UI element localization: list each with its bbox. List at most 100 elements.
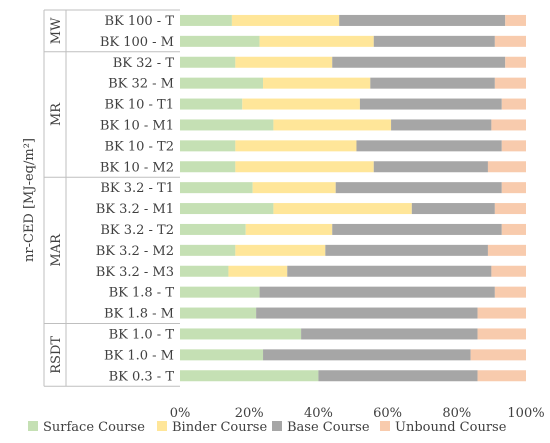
legend-swatch — [28, 421, 38, 431]
category-label: BK 10 - T2 — [104, 139, 174, 154]
bar-segment — [477, 370, 526, 382]
bar-segment — [411, 203, 495, 215]
bar-segment — [235, 244, 326, 256]
bar-segment — [391, 119, 492, 131]
bar-segment — [180, 223, 246, 235]
category-label: BK 100 - T — [104, 14, 174, 29]
category-label: BK 100 - M — [100, 35, 174, 50]
category-label: BK 3.2 - T1 — [100, 181, 174, 196]
bar-segment — [332, 223, 502, 235]
group-labels: MW MR MAR RSDT — [43, 9, 180, 387]
bar-segment — [273, 203, 412, 215]
legend-swatch — [157, 421, 167, 431]
bar-segment — [470, 349, 526, 361]
category-label: BK 1.0 - M — [104, 348, 174, 363]
category-label: BK 10 - M1 — [100, 118, 174, 133]
bar-segment — [180, 307, 257, 319]
bar-segment — [180, 182, 253, 194]
legend-swatch — [380, 421, 390, 431]
bar-segment — [252, 182, 336, 194]
bar-segment — [235, 161, 374, 173]
bar-segment — [318, 370, 478, 382]
bar-segment — [180, 286, 260, 298]
bar-segment — [301, 328, 478, 340]
bar-segment — [235, 140, 357, 152]
bar-segment — [373, 161, 488, 173]
bar-segment — [505, 56, 526, 68]
bar-segment — [231, 14, 340, 26]
bar-segment — [180, 14, 232, 26]
bar-segment — [359, 98, 502, 110]
category-label: BK 3.2 - M2 — [96, 244, 174, 259]
x-tick-label: 40% — [304, 406, 333, 421]
bar-segment — [180, 119, 274, 131]
bar-segment — [501, 98, 526, 110]
bar-segment — [487, 161, 526, 173]
bar-segment — [494, 203, 526, 215]
category-label: BK 32 - T — [113, 56, 175, 71]
legend-label: Unbound Course — [395, 420, 507, 435]
bar-segment — [245, 223, 333, 235]
bar-segment — [180, 161, 236, 173]
bar-segment — [370, 77, 495, 89]
bar-segment — [180, 349, 264, 361]
bar-segment — [477, 307, 526, 319]
x-tick-label: 100% — [507, 406, 544, 421]
bar-segment — [501, 223, 526, 235]
legend-label: Base Course — [287, 420, 370, 435]
category-label: BK 1.8 - M — [104, 307, 174, 322]
bar-segment — [259, 286, 495, 298]
bar-segment — [477, 328, 526, 340]
bar-segment — [487, 244, 526, 256]
bar-segment — [256, 307, 478, 319]
bar-segment — [180, 370, 319, 382]
bar-segment — [235, 56, 333, 68]
x-tick-label: 80% — [442, 406, 471, 421]
bar-segments — [180, 14, 526, 382]
group-label: MAR — [49, 233, 64, 267]
category-label: BK 10 - T1 — [104, 98, 174, 113]
bar-segment — [491, 265, 526, 277]
bar-segment — [494, 35, 526, 47]
bar-segment — [228, 265, 288, 277]
y-axis-label: nr-CED [MJ-eq/m²] — [22, 138, 37, 262]
bar-segment — [335, 182, 502, 194]
category-label: BK 3.2 - T2 — [100, 223, 174, 238]
x-axis-ticks: 0% 20% 40% 60% 80% 100% — [170, 406, 545, 421]
bar-segment — [180, 244, 236, 256]
group-label: MR — [49, 102, 64, 126]
legend-swatch — [272, 421, 282, 431]
bar-segment — [180, 140, 236, 152]
bar-segment — [287, 265, 492, 277]
bar-segment — [325, 244, 488, 256]
bar-segment — [259, 35, 374, 47]
bar-segment — [263, 349, 471, 361]
bar-segment — [180, 77, 264, 89]
category-label: BK 32 - M — [108, 77, 174, 92]
bar-segment — [494, 77, 526, 89]
group-label: MW — [49, 17, 64, 44]
category-label: BK 3.2 - M1 — [96, 202, 174, 217]
bar-segment — [180, 56, 236, 68]
bar-segment — [505, 14, 526, 26]
bar-segment — [491, 119, 526, 131]
bar-segment — [373, 35, 495, 47]
legend: Surface Course Binder Course Base Course Un… — [28, 420, 507, 435]
bar-segment — [263, 77, 371, 89]
bar-segment — [180, 35, 260, 47]
category-labels: BK 100 - T BK 100 - M BK 32 - T BK 32 - M BK… — [96, 14, 175, 384]
bar-segment — [242, 98, 360, 110]
legend-label: Binder Course — [172, 420, 267, 435]
bar-segment — [494, 286, 526, 298]
bar-segment — [501, 182, 526, 194]
category-label: BK 0.3 - T — [109, 369, 175, 384]
category-label: BK 1.0 - T — [109, 327, 175, 342]
bar-segment — [180, 98, 243, 110]
bar-segment — [180, 328, 302, 340]
bar-segment — [332, 56, 506, 68]
bar-segment — [339, 14, 506, 26]
bar-segment — [356, 140, 502, 152]
bar-segment — [273, 119, 392, 131]
bar-segment — [180, 265, 229, 277]
